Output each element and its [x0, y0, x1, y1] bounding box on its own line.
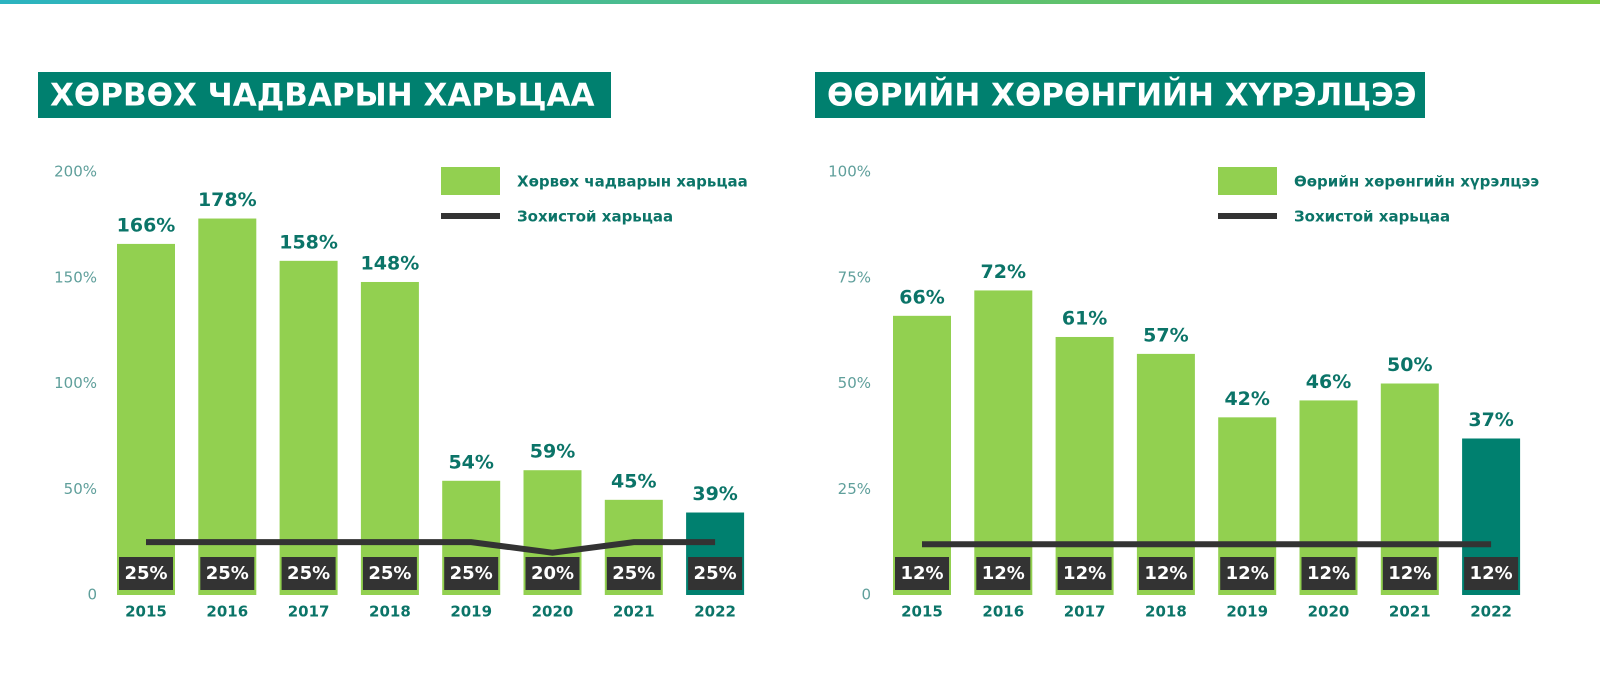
line-label-box — [525, 557, 580, 590]
x-tick-label: 2022 — [1470, 603, 1512, 621]
value-label: 57% — [1143, 324, 1188, 346]
line-label: 25% — [124, 563, 167, 584]
value-label: 39% — [692, 483, 737, 505]
x-tick-label: 2020 — [532, 603, 574, 621]
legend-label: Хөрвөх чадварын харьцаа — [517, 173, 748, 191]
y-tick-label: 100% — [828, 163, 871, 181]
y-tick-label: 50% — [64, 480, 97, 498]
line-label-box — [1057, 557, 1112, 590]
line-label: 12% — [1470, 563, 1513, 584]
bar — [1055, 336, 1114, 595]
y-tick-label: 0 — [87, 586, 97, 604]
line-label-box — [1301, 557, 1356, 590]
line-label: 12% — [1226, 563, 1269, 584]
legend-label: Зохистой харьцаа — [517, 208, 673, 226]
line-label: 25% — [287, 563, 330, 584]
line-label-box — [976, 557, 1031, 590]
value-label: 178% — [198, 189, 257, 211]
x-tick-label: 2018 — [1145, 603, 1187, 621]
x-tick-label: 2017 — [288, 603, 330, 621]
line-label-box — [281, 557, 336, 590]
y-tick-label: 150% — [54, 268, 97, 286]
x-tick-label: 2016 — [206, 603, 248, 621]
line-label: 12% — [1144, 563, 1187, 584]
line-label: 12% — [1307, 563, 1350, 584]
bar — [974, 290, 1033, 595]
chart-title: ӨӨРИЙН ХӨРӨНГИЙН ХҮРЭЛЦЭЭ — [827, 78, 1417, 114]
bar — [198, 218, 257, 595]
value-label: 158% — [279, 231, 338, 253]
title-box — [815, 72, 1425, 118]
top-accent — [0, 0, 1600, 4]
line-label-box — [688, 557, 743, 590]
line-label-box — [200, 557, 255, 590]
value-label: 45% — [611, 470, 656, 492]
value-label: 166% — [117, 214, 176, 236]
bar — [360, 281, 419, 595]
line-label: 25% — [368, 563, 411, 584]
title-box — [38, 72, 611, 118]
bar — [1136, 353, 1195, 595]
value-label: 61% — [1062, 307, 1107, 329]
y-tick-label: 75% — [838, 268, 871, 286]
x-tick-label: 2018 — [369, 603, 411, 621]
value-label: 46% — [1306, 371, 1351, 393]
bar — [893, 315, 951, 595]
value-label: 72% — [981, 261, 1026, 283]
x-tick-label: 2020 — [1308, 603, 1350, 621]
legend-swatch — [1218, 167, 1277, 195]
line-label-box — [362, 557, 417, 590]
x-tick-label: 2019 — [450, 603, 492, 621]
line-label-box — [1138, 557, 1193, 590]
legend-swatch — [441, 167, 500, 195]
x-tick-label: 2015 — [901, 603, 943, 621]
value-label: 148% — [361, 252, 420, 274]
line-label: 20% — [531, 563, 574, 584]
legend-label: Зохистой харьцаа — [1294, 208, 1450, 226]
x-tick-label: 2016 — [982, 603, 1024, 621]
x-tick-label: 2015 — [125, 603, 167, 621]
line-label-box — [444, 557, 499, 590]
line-label-box — [606, 557, 661, 590]
line-label-box — [1220, 557, 1275, 590]
line-label: 12% — [1388, 563, 1431, 584]
chart-title: ХӨРВӨХ ЧАДВАРЫН ХАРЬЦАА — [50, 78, 594, 114]
legend-label: Өөрийн хөрөнгийн хүрэлцээ — [1294, 173, 1539, 191]
y-tick-label: 200% — [54, 163, 97, 181]
line-label: 12% — [1063, 563, 1106, 584]
y-tick-label: 100% — [54, 374, 97, 392]
line-label-box — [1464, 557, 1519, 590]
line-label-box — [895, 557, 949, 590]
value-label: 42% — [1224, 388, 1269, 410]
line-label-box — [1382, 557, 1437, 590]
line-label: 25% — [206, 563, 249, 584]
y-tick-label: 0 — [861, 586, 871, 604]
y-tick-label: 25% — [838, 480, 871, 498]
value-label: 59% — [530, 441, 575, 463]
line — [146, 539, 716, 556]
value-label: 50% — [1387, 354, 1432, 376]
value-label: 37% — [1468, 409, 1513, 431]
y-tick-label: 50% — [838, 374, 871, 392]
line-label-box — [119, 557, 173, 590]
line-label: 25% — [450, 563, 493, 584]
line-label: 25% — [612, 563, 655, 584]
line-label: 25% — [694, 563, 737, 584]
value-label: 66% — [899, 286, 944, 308]
bar — [117, 243, 175, 595]
line-label: 12% — [900, 563, 943, 584]
value-label: 54% — [448, 451, 493, 473]
x-tick-label: 2019 — [1226, 603, 1268, 621]
x-tick-label: 2022 — [694, 603, 736, 621]
line-label: 12% — [982, 563, 1025, 584]
x-tick-label: 2021 — [1389, 603, 1431, 621]
x-tick-label: 2017 — [1064, 603, 1106, 621]
x-tick-label: 2021 — [613, 603, 655, 621]
